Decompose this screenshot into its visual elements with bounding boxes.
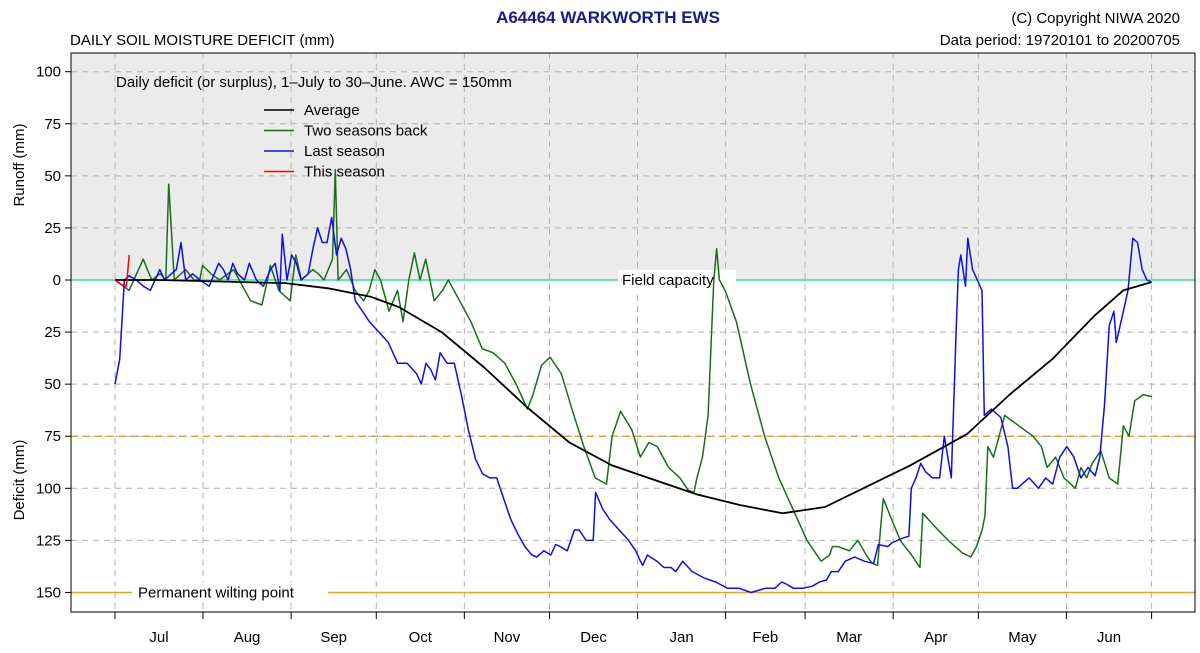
x-tick-label: Sep	[320, 629, 347, 646]
x-tick-label: Jan	[669, 629, 693, 646]
legend-label: Average	[304, 102, 360, 119]
x-tick-label: Feb	[752, 629, 778, 646]
x-tick-label: Dec	[580, 629, 607, 646]
y-tick-label: 50	[44, 376, 61, 393]
y-tick-label: 25	[44, 220, 61, 237]
y-tick-label: 75	[44, 116, 61, 133]
x-tick-label: Jul	[149, 629, 168, 646]
x-tick-label: Nov	[494, 629, 521, 646]
legend: Average Two seasons back Last season This s…	[264, 102, 428, 181]
legend-label: Two seasons back	[304, 123, 428, 140]
legend-label: Last season	[304, 143, 385, 160]
x-tick-label: Oct	[409, 629, 433, 646]
y-tick-label: 100	[36, 64, 61, 81]
x-tick-label: Aug	[234, 629, 261, 646]
series-lines	[114, 168, 1152, 594]
field-capacity-label-bg	[618, 270, 736, 290]
copyright-text: (C) Copyright NIWA 2020	[1011, 10, 1180, 27]
x-tick-label: Apr	[924, 629, 947, 646]
series-line-last-season	[114, 216, 1152, 594]
field-capacity-label: Field capacity	[622, 272, 714, 289]
y-tick-label: 25	[44, 324, 61, 341]
wilting-point-label-bg	[132, 582, 328, 603]
station-title: A64464 WARKWORTH EWS	[496, 8, 720, 27]
x-tick-label: Jun	[1097, 629, 1121, 646]
series-line-two-seasons-back	[114, 168, 1152, 569]
x-tick-label: Mar	[836, 629, 862, 646]
y-tick-label: 75	[44, 428, 61, 445]
data-period-text: Data period: 19720101 to 20200705	[940, 32, 1180, 49]
chart-subtitle: Daily deficit (or surplus), 1–July to 30…	[116, 74, 512, 91]
y-tick-label: 125	[36, 532, 61, 549]
x-tick-label: May	[1008, 629, 1037, 646]
reference-lines: Field capacity Permanent wilting point	[71, 270, 1195, 603]
chart-title: DAILY SOIL MOISTURE DEFICIT (mm)	[70, 32, 334, 49]
y-axis-label-runoff: Runoff (mm)	[11, 123, 28, 206]
y-tick-label: 0	[53, 272, 61, 289]
x-axis: Jul Aug Sep Oct Nov Dec Jan Feb Mar Apr May Jun	[114, 612, 1153, 646]
surplus-region	[71, 53, 1195, 280]
legend-label: This season	[304, 164, 385, 181]
series-line-this-season	[114, 254, 130, 287]
y-tick-label: 50	[44, 168, 61, 185]
y-axis-label-deficit: Deficit (mm)	[11, 440, 28, 521]
series-line-average	[115, 279, 1152, 515]
y-tick-label: 150	[36, 584, 61, 601]
y-tick-label: 100	[36, 480, 61, 497]
wilting-point-label: Permanent wilting point	[138, 584, 295, 601]
y-axis: 100 75 50 25 0 25 50 75 100 125 150	[36, 64, 71, 601]
